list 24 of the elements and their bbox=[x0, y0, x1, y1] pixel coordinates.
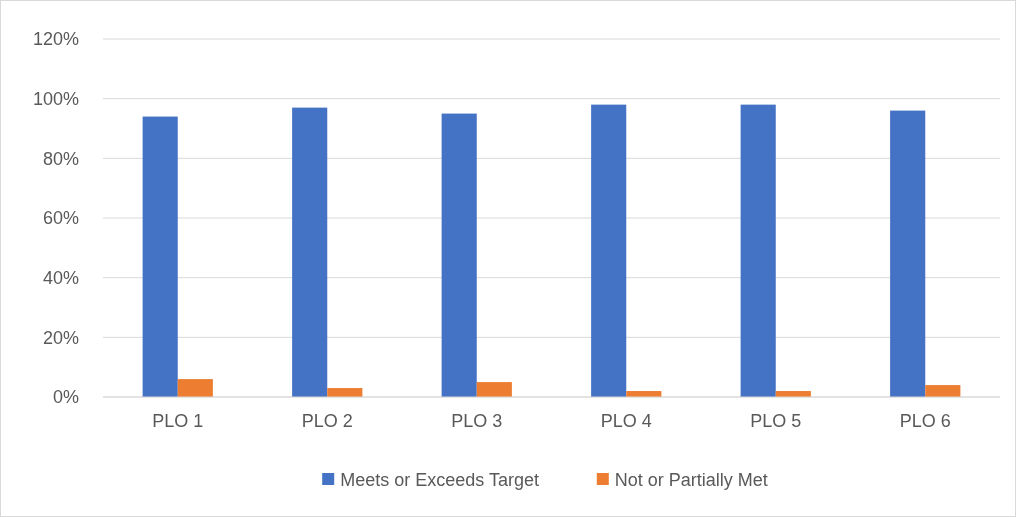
x-tick-label: PLO 2 bbox=[301, 411, 353, 431]
bar bbox=[142, 116, 178, 397]
bar bbox=[177, 379, 213, 397]
legend-label: Not or Partially Met bbox=[614, 470, 768, 491]
bar bbox=[591, 104, 627, 397]
y-tick-label: 20% bbox=[42, 327, 79, 348]
x-tick-label: PLO 1 bbox=[152, 411, 204, 431]
y-tick-label: 40% bbox=[42, 267, 79, 288]
bar bbox=[925, 385, 961, 397]
bar bbox=[441, 113, 477, 397]
y-tick-label: 60% bbox=[42, 208, 79, 229]
x-tick-label: PLO 6 bbox=[899, 411, 951, 431]
bar bbox=[890, 110, 926, 397]
y-tick-label: 100% bbox=[32, 88, 79, 109]
x-tick-label: PLO 4 bbox=[600, 411, 652, 431]
legend-label: Meets or Exceeds Target bbox=[340, 470, 539, 491]
x-tick-label: PLO 3 bbox=[451, 411, 503, 431]
y-tick-label: 0% bbox=[52, 387, 79, 408]
bar bbox=[740, 104, 776, 397]
bar bbox=[476, 382, 512, 397]
y-tick-label: 80% bbox=[42, 148, 79, 169]
x-tick-label: PLO 5 bbox=[750, 411, 802, 431]
bar bbox=[292, 107, 328, 397]
y-tick-label: 120% bbox=[32, 29, 79, 50]
